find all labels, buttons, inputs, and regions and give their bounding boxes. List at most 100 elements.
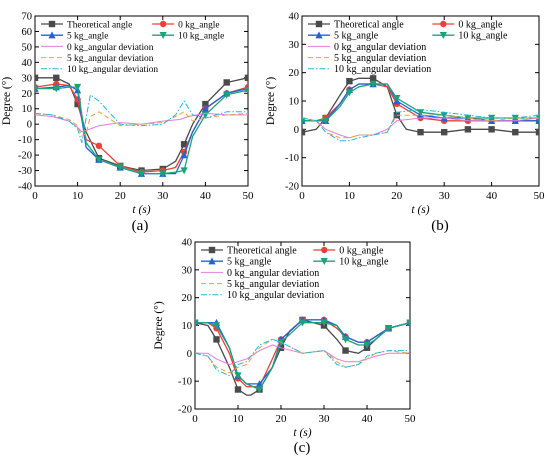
x-tick-label: 0 [192, 413, 198, 425]
data-point-marker [488, 126, 495, 133]
x-tick-label: 10 [344, 190, 356, 202]
y-tick-label: 20 [182, 293, 193, 304]
data-point-marker [416, 109, 425, 117]
data-point-marker [255, 386, 264, 394]
x-tick-label: 40 [200, 190, 212, 202]
legend-label: 5 kg_angle [67, 32, 108, 42]
chart-panel-3: 0 10 20 30 40 50 -20 -10 0 10 20 30 40 t (s) Degree (°… [153, 238, 416, 457]
y-tick-label: 40 [182, 238, 193, 249]
y-tick-label: 10 [289, 97, 300, 108]
x-tick-label: 30 [157, 190, 169, 202]
legend-label: 0 kg_angular deviation [334, 42, 426, 53]
legend-label: 0 kg_angular deviation [67, 43, 154, 53]
legend-label: Theoretical angle [227, 245, 297, 256]
y-tick-label: 20 [289, 68, 300, 79]
legend-label: 5 kg_angle [227, 257, 272, 268]
y-tick-label: 30 [289, 40, 300, 51]
series-lines [302, 75, 539, 142]
x-tick-label: 20 [115, 190, 127, 202]
legend-label: 10 kg_angle [339, 257, 389, 268]
y-tick-label: -20 [285, 182, 299, 193]
y-tick-label: 0 [27, 120, 32, 131]
y-tick-label: 10 [22, 104, 33, 115]
data-point-marker [244, 74, 248, 82]
series-line-dev10 [302, 109, 539, 142]
legend-label: 10 kg_angular deviation [67, 65, 158, 75]
series-line-dev0 [302, 117, 539, 139]
series-line-theoretical [195, 319, 410, 396]
data-point-marker [441, 128, 448, 136]
data-point-marker [440, 111, 448, 119]
data-point-marker [35, 74, 39, 82]
data-point-marker [95, 142, 103, 150]
y-tick-label: -20 [178, 405, 192, 416]
series-line-kg0 [35, 83, 248, 173]
data-point-marker [180, 141, 188, 148]
y-axis-label: Degree (°) [265, 77, 277, 126]
y-tick-label: 40 [289, 12, 300, 23]
data-point-marker [116, 164, 124, 172]
y-tick-label: 0 [187, 349, 192, 360]
data-point-marker [74, 83, 82, 91]
x-tick-label: 0 [299, 190, 305, 202]
data-point-marker [322, 117, 330, 125]
x-tick-label: 10 [233, 413, 245, 425]
data-point-marker [74, 100, 81, 108]
data-point-marker [298, 319, 307, 327]
legend-label: 0 kg_angle [339, 245, 384, 256]
data-point-marker [212, 322, 221, 330]
data-point-marker [159, 20, 167, 28]
legend: Theoretical angle 0 kg_angle 5 kg_angle 10 … [201, 245, 389, 301]
legend-label: 10 kg_angle [178, 32, 224, 42]
data-point-marker [341, 336, 350, 344]
data-point-marker [535, 128, 539, 136]
series-line-dev10 [35, 94, 248, 144]
data-point-marker [302, 117, 306, 125]
data-point-marker [512, 128, 519, 136]
data-point-marker [321, 246, 328, 254]
data-point-marker [244, 86, 248, 94]
data-point-marker [195, 319, 199, 327]
y-tick-label: -20 [18, 151, 32, 162]
data-point-marker [48, 31, 56, 39]
y-tick-label: 30 [22, 73, 33, 84]
plot-frame [34, 15, 249, 187]
y-tick-label: 10 [182, 321, 193, 332]
chart-panel-2: 0 10 20 30 40 50 -20 -10 0 10 20 30 40 t (s) Degree (°… [265, 12, 545, 235]
data-point-marker [52, 85, 60, 93]
data-point-marker [202, 100, 209, 108]
series-line-kg5 [35, 84, 248, 175]
x-tick-label: 10 [72, 190, 84, 202]
legend-label: Theoretical angle [334, 19, 404, 30]
series-line-kg10 [35, 86, 248, 175]
data-point-marker [535, 117, 539, 125]
data-point-marker [315, 20, 323, 28]
y-tick-label: 40 [22, 58, 33, 69]
x-tick-label: 50 [243, 190, 255, 202]
x-tick-label: 20 [391, 190, 403, 202]
data-point-marker [213, 336, 220, 343]
series-line-kg5 [195, 319, 410, 385]
data-point-marker [95, 156, 103, 164]
legend-label: 0 kg_angular deviation [227, 268, 319, 279]
data-point-marker [369, 75, 377, 82]
data-point-marker [234, 372, 242, 380]
x-tick-label: 50 [405, 413, 417, 425]
x-tick-label: 0 [32, 190, 38, 202]
data-point-marker [342, 347, 349, 354]
y-tick-label: 20 [22, 89, 33, 100]
data-point-marker [53, 74, 60, 82]
x-tick-label: 40 [362, 413, 374, 425]
x-tick-label: 50 [534, 190, 546, 202]
data-point-marker [369, 80, 377, 88]
series-lines [195, 316, 410, 396]
y-tick-label: -10 [18, 135, 32, 146]
legend-label: 0 kg_angle [458, 19, 503, 30]
data-point-marker [35, 85, 39, 93]
legend: Theoretical angle 0 kg_angle 5 kg_angle 10 … [308, 19, 508, 75]
legend-label: 10 kg_angle [458, 31, 508, 42]
legend-label: Theoretical angle [67, 20, 132, 30]
data-point-marker [159, 32, 167, 39]
legend-label: 10 kg_angular deviation [334, 64, 431, 75]
